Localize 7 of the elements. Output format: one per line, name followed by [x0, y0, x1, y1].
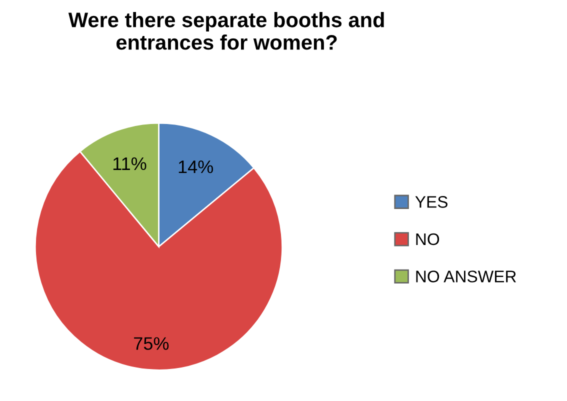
data-label: 11% — [113, 157, 146, 170]
data-label: 75% — [134, 337, 169, 350]
chart-title: Were there separate booths and entrances for women? — [68, 12, 384, 50]
legend-label: YES — [415, 196, 448, 208]
data-label: 14% — [178, 160, 213, 174]
legend-label: NO — [416, 233, 440, 246]
legend-label: NO ANSWER — [416, 270, 516, 282]
